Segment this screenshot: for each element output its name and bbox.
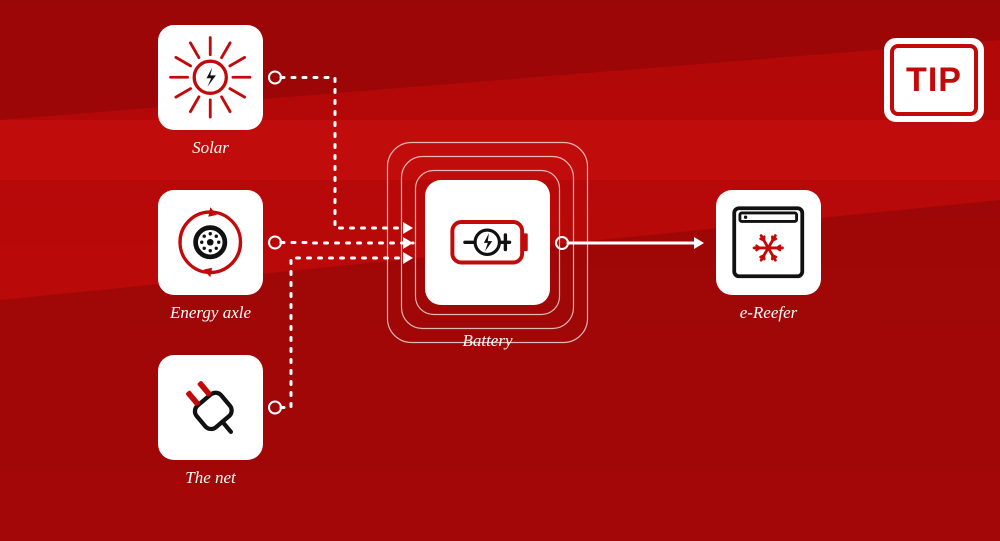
label-reefer: e-Reefer	[619, 303, 919, 323]
battery-bolt-icon	[431, 186, 544, 299]
label-solar: Solar	[61, 138, 361, 158]
label-the-net: The net	[61, 468, 361, 488]
tip-logo: TIP	[884, 38, 984, 122]
card-battery	[425, 180, 550, 305]
card-the-net	[158, 355, 263, 460]
card-solar	[158, 25, 263, 130]
label-energy-axle: Energy axle	[61, 303, 361, 323]
diagram-stage: TIP Solar Energy axle The net	[0, 0, 1000, 541]
sun-bolt-icon	[163, 30, 258, 125]
reefer-snow-icon	[721, 195, 816, 290]
card-energy-axle	[158, 190, 263, 295]
label-battery: Battery	[338, 331, 638, 351]
card-reefer	[716, 190, 821, 295]
recuperation-wheel-icon	[163, 195, 258, 290]
tip-logo-text: TIP	[890, 44, 978, 116]
plug-icon	[163, 360, 258, 455]
